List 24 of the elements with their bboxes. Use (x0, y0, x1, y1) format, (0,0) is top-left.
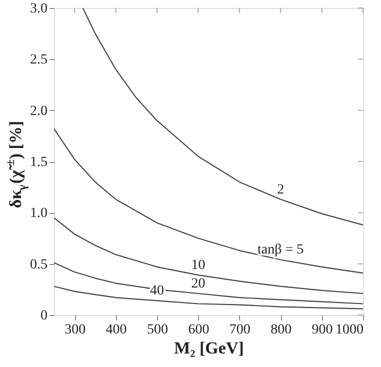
x-tick-label: 600 (188, 322, 210, 338)
series-label: 2 (277, 182, 284, 198)
y-tick-label: 1.5 (30, 155, 48, 170)
y-tick-label: 3.0 (30, 2, 48, 16)
y-tick-label: 0.5 (30, 257, 48, 272)
x-tick-label: 500 (147, 322, 168, 338)
line-series (54, 128, 363, 274)
series-label: 10 (191, 258, 206, 274)
line-series (82, 8, 363, 226)
series-label: 20 (191, 276, 206, 292)
x-tick-label: 1000 (336, 322, 364, 338)
x-tick-label: 900 (312, 322, 333, 338)
y-tick-label: 2.5 (30, 52, 48, 68)
x-tick-label: 300 (64, 322, 86, 338)
x-axis-title: M₂ [GeV] (174, 338, 244, 358)
x-tick-label: 800 (270, 322, 292, 338)
y-axis-title: δκγ(χ̃±) [%] (3, 120, 29, 208)
y-tick-label: 1.0 (30, 206, 48, 222)
line-series (54, 217, 363, 294)
y-tick-label: 2.0 (30, 104, 48, 119)
y-tick-label: 0 (40, 308, 48, 324)
series-label: tanβ = 5 (258, 242, 304, 258)
x-tick-label: 400 (106, 322, 127, 338)
x-tick-label: 700 (229, 322, 250, 338)
